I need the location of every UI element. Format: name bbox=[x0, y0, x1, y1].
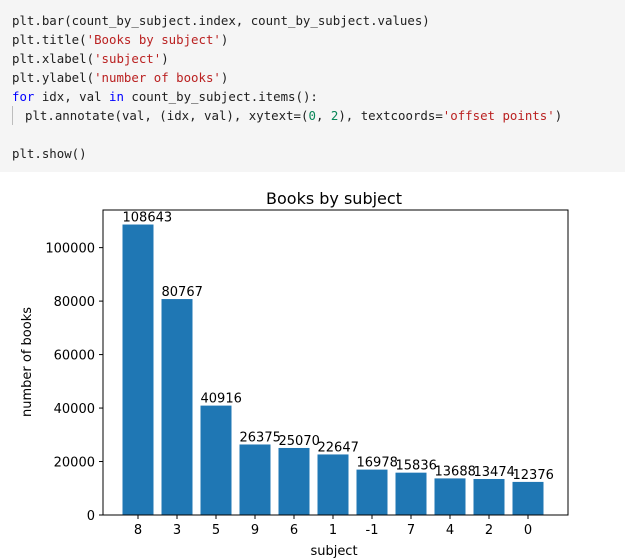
chart-title: Books by subject bbox=[266, 189, 402, 208]
code-token: 'number of books' bbox=[94, 70, 221, 85]
x-tick-label: 1 bbox=[329, 523, 337, 538]
code-token: plt.annotate(val, (idx, val), xytext=( bbox=[25, 108, 309, 123]
bar-value-label: 16978 bbox=[357, 456, 398, 471]
code-token: 'offset points' bbox=[442, 108, 555, 123]
bar-value-label: 40916 bbox=[201, 392, 242, 407]
bar bbox=[122, 224, 154, 515]
code-line: plt.bar(count_by_subject.index, count_by… bbox=[12, 11, 625, 30]
code-token: plt.xlabel( bbox=[12, 51, 95, 66]
bar-value-label: 22647 bbox=[318, 440, 359, 455]
x-tick-label: 5 bbox=[212, 523, 220, 538]
bar-value-label: 25070 bbox=[279, 434, 320, 449]
code-token: ) bbox=[161, 51, 169, 66]
bar bbox=[200, 405, 232, 515]
code-token: in bbox=[109, 89, 124, 104]
y-tick-label: 40000 bbox=[54, 402, 95, 417]
code-token: ) bbox=[554, 108, 563, 123]
y-tick-label: 0 bbox=[87, 509, 95, 524]
code-token: 'subject' bbox=[94, 51, 162, 66]
code-token: for bbox=[12, 89, 35, 104]
code-line bbox=[12, 125, 625, 144]
code-line: plt.show() bbox=[12, 144, 625, 163]
bar bbox=[434, 478, 466, 515]
code-line: plt.annotate(val, (idx, val), xytext=(0,… bbox=[12, 106, 625, 125]
bar bbox=[317, 454, 349, 515]
y-tick-label: 100000 bbox=[45, 242, 95, 257]
code-cell[interactable]: plt.bar(count_by_subject.index, count_by… bbox=[0, 0, 625, 172]
bar bbox=[161, 299, 193, 515]
cell-output: Books by subject 108643 80767 40916 26375 25… bbox=[0, 172, 625, 560]
y-tick-label: 20000 bbox=[54, 456, 95, 471]
code-token: plt.ylabel( bbox=[12, 70, 95, 85]
bar-value-label: 80767 bbox=[162, 285, 203, 300]
code-line: plt.title('Books by subject') bbox=[12, 30, 625, 49]
x-tick-label: 8 bbox=[134, 523, 142, 538]
bar-value-label: 26375 bbox=[240, 430, 281, 445]
bar bbox=[473, 478, 505, 515]
code-line: for idx, val in count_by_subject.items()… bbox=[12, 87, 625, 106]
x-tick-label: 2 bbox=[485, 523, 493, 538]
code-token: , bbox=[315, 108, 331, 123]
code-token: count_by_subject.items(): bbox=[123, 89, 318, 104]
x-tick-label: 4 bbox=[446, 523, 454, 538]
code-token: ) bbox=[220, 32, 229, 47]
code-line: plt.xlabel('subject') bbox=[12, 49, 625, 68]
x-tick-label: 6 bbox=[290, 523, 298, 538]
code-token: plt.bar(count_by_subject.index, count_by… bbox=[12, 13, 430, 28]
x-tick-label: 3 bbox=[173, 523, 181, 538]
bar-value-label: 15836 bbox=[396, 459, 437, 474]
x-axis-label: subject bbox=[310, 544, 357, 559]
code-line: plt.ylabel('number of books') bbox=[12, 68, 625, 87]
bar-chart: Books by subject 10864380767409162637525… bbox=[20, 189, 569, 559]
bar bbox=[512, 481, 544, 515]
code-token: plt.title( bbox=[12, 32, 87, 47]
plot-frame bbox=[102, 209, 569, 516]
code-editor[interactable]: plt.bar(count_by_subject.index, count_by… bbox=[12, 11, 625, 163]
code-token: 'Books by subject' bbox=[86, 32, 221, 47]
bar bbox=[395, 472, 427, 515]
x-tick-label: 9 bbox=[251, 523, 259, 538]
bar-value-label: 13474 bbox=[474, 465, 515, 480]
y-tick-label: 60000 bbox=[54, 349, 95, 364]
x-tick-label: -1 bbox=[366, 523, 379, 538]
bar bbox=[278, 447, 310, 515]
code-token: plt.show() bbox=[12, 146, 87, 161]
bar-value-label: 12376 bbox=[513, 468, 554, 483]
bar bbox=[356, 469, 388, 515]
x-tick-label: 0 bbox=[524, 523, 532, 538]
code-token: ), textcoords= bbox=[338, 108, 443, 123]
bar-value-label: 108643 bbox=[123, 211, 173, 226]
code-token: idx, val bbox=[34, 89, 109, 104]
bar bbox=[239, 444, 271, 515]
x-tick-label: 7 bbox=[407, 523, 415, 538]
code-token: 0 bbox=[308, 108, 316, 123]
y-axis-label: number of books bbox=[20, 307, 35, 417]
code-token: 2 bbox=[330, 108, 339, 123]
bar-value-label: 13688 bbox=[435, 464, 476, 479]
y-tick-label: 80000 bbox=[54, 295, 95, 310]
code-token: ) bbox=[220, 70, 229, 85]
